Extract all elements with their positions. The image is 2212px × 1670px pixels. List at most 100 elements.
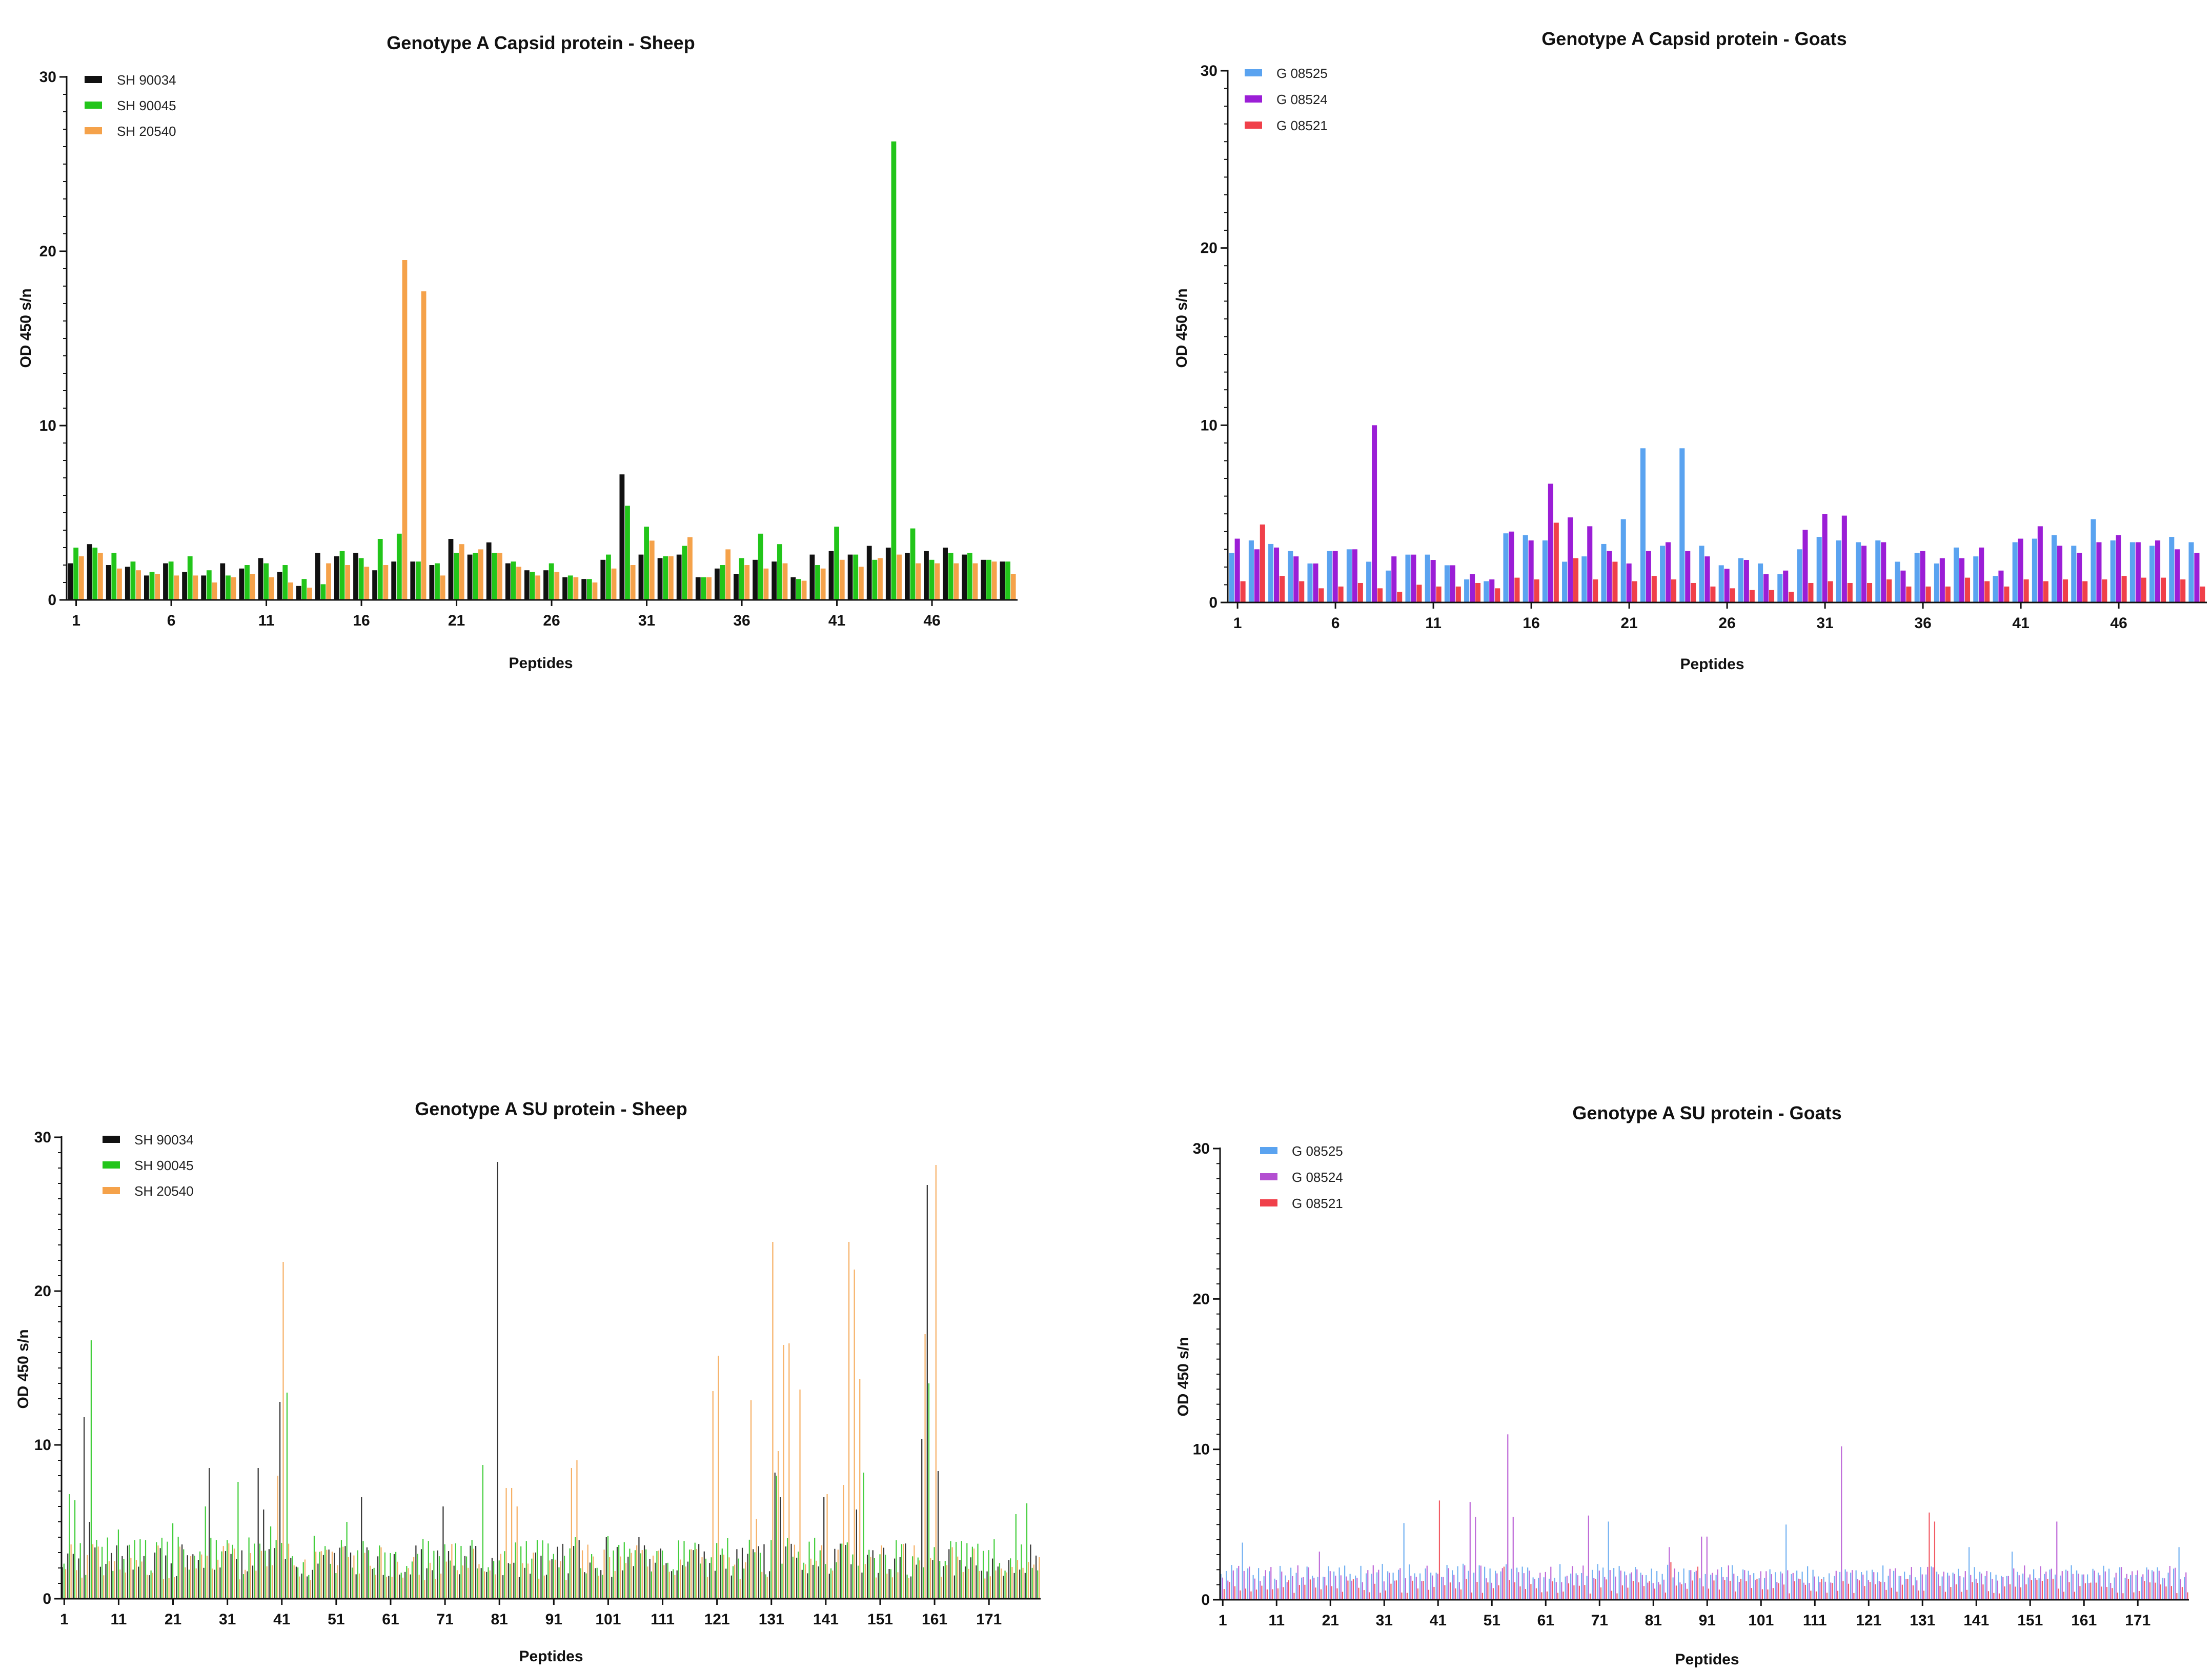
bar	[505, 1488, 507, 1599]
bar	[1470, 574, 1475, 602]
x-tick-label: 91	[1699, 1612, 1716, 1629]
bar	[1280, 1565, 1281, 1600]
bar	[1804, 1584, 1807, 1600]
bar	[217, 1559, 219, 1599]
bar	[239, 568, 245, 600]
bar	[2027, 1577, 2029, 1600]
bar	[953, 1575, 955, 1599]
bar	[1844, 1569, 1846, 1600]
bar	[1695, 1571, 1697, 1600]
bar	[1000, 561, 1005, 600]
bar	[2108, 1568, 2110, 1600]
bar	[445, 1561, 447, 1599]
bar	[645, 1549, 647, 1599]
bar	[1326, 1585, 1327, 1600]
bar	[540, 1556, 542, 1599]
bar	[1527, 1567, 1529, 1600]
bar	[400, 1573, 402, 1599]
x-tick-label: 171	[2125, 1612, 2150, 1629]
x-tick-label: 11	[111, 1611, 127, 1628]
bar	[1482, 1593, 1484, 1600]
bar	[119, 1570, 121, 1599]
bar	[317, 1563, 319, 1599]
bar	[1269, 1571, 1270, 1600]
bar	[312, 1570, 313, 1599]
chart-su-goats: Genotype A SU protein - Goats Peptides O…	[1175, 1102, 2189, 1668]
bar	[348, 1557, 349, 1599]
bar	[1306, 1566, 1308, 1600]
bar	[2092, 1568, 2094, 1600]
bar	[799, 1390, 801, 1599]
bar	[616, 1546, 618, 1599]
bar	[2119, 1567, 2121, 1600]
bar	[1728, 1565, 1729, 1600]
bar	[1598, 1571, 1600, 1600]
bar	[1824, 1581, 1826, 1600]
bar	[2200, 586, 2205, 602]
bar	[1288, 551, 1293, 602]
bar	[1313, 1577, 1315, 1600]
bar	[682, 546, 687, 600]
bar	[1001, 1568, 1002, 1599]
bar	[744, 565, 750, 600]
bar	[1260, 1581, 1261, 1600]
bar	[322, 1555, 324, 1599]
bar	[2047, 1579, 2048, 1600]
bar	[345, 565, 351, 600]
bar	[596, 1567, 598, 1599]
bar	[488, 1567, 489, 1599]
bar	[2180, 579, 2186, 602]
bar	[1519, 1586, 1521, 1600]
bar	[504, 1551, 505, 1599]
bar	[1299, 581, 1305, 602]
bar	[1534, 1579, 1535, 1600]
x-tick-label: 26	[543, 612, 560, 629]
bar	[591, 1554, 593, 1599]
bar	[715, 568, 720, 600]
bar	[1659, 1584, 1661, 1600]
bar	[2078, 1574, 2079, 1600]
bar	[73, 548, 79, 600]
bar	[1973, 556, 1979, 602]
bar	[239, 1579, 240, 1599]
legend-label-sh-20540: SH 20540	[134, 1183, 194, 1199]
bar	[1683, 1568, 1685, 1600]
bar	[1285, 1575, 1286, 1600]
bar	[1455, 1588, 1456, 1600]
bar	[906, 1574, 908, 1599]
bar	[1260, 524, 1265, 602]
bar	[87, 1555, 88, 1599]
bar	[701, 1557, 703, 1599]
bar	[2181, 1587, 2183, 1600]
x-tick-label: 101	[1748, 1612, 1774, 1629]
bar	[1947, 1573, 1949, 1600]
bar	[1888, 1576, 1889, 1600]
bar	[772, 1242, 774, 1599]
bar	[1464, 579, 1470, 602]
bar	[2018, 1575, 2020, 1600]
bar	[1789, 592, 1794, 602]
bar	[1932, 1567, 1934, 1600]
bar	[899, 1557, 901, 1599]
bar	[962, 554, 967, 600]
bar	[1366, 561, 1372, 602]
bar	[420, 1549, 422, 1599]
bar	[416, 561, 421, 600]
bar	[1501, 1568, 1503, 1600]
bar	[774, 1473, 776, 1599]
bar	[815, 565, 820, 600]
bar	[861, 1572, 863, 1599]
bar	[2173, 1568, 2175, 1600]
bar	[1469, 1502, 1471, 1600]
bar	[1685, 1583, 1686, 1600]
bar	[183, 1549, 185, 1599]
bar	[520, 1546, 522, 1599]
bar	[1758, 1578, 1760, 1600]
bar	[448, 539, 454, 600]
bar	[1796, 1571, 1798, 1600]
bar	[739, 1579, 741, 1599]
bar	[630, 565, 636, 600]
bar	[1258, 1568, 1260, 1600]
bar	[734, 1564, 736, 1599]
bar	[1279, 576, 1285, 602]
